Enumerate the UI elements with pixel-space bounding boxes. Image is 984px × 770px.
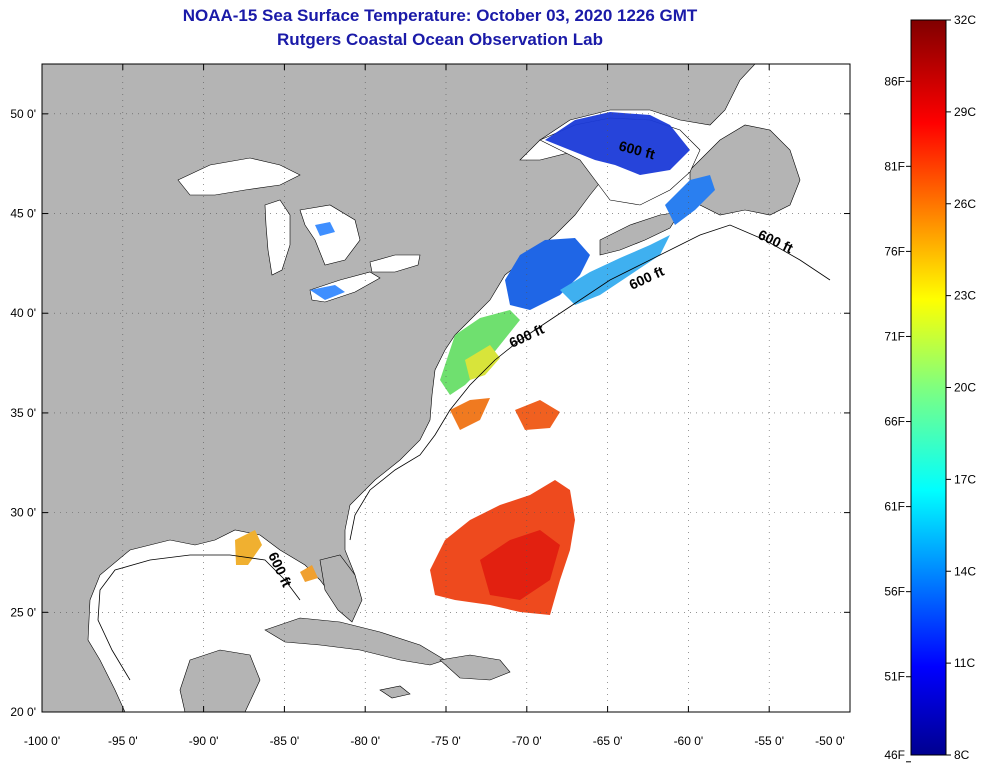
lon-tick-label: -70 0' xyxy=(512,734,542,748)
celsius-label: 14C xyxy=(954,564,976,578)
fahrenheit-label: 51F xyxy=(884,670,905,684)
sst-georges-bank xyxy=(560,235,670,305)
lat-axis: 50 0' 45 0' 40 0' 35 0' 30 0' 25 0' 20 0' xyxy=(10,107,850,719)
celsius-label: 20C xyxy=(954,381,976,395)
land-cuba xyxy=(264,617,446,666)
lon-tick-label: -80 0' xyxy=(350,734,380,748)
sst-data xyxy=(235,112,715,615)
isobath-600ft-gulf xyxy=(97,554,301,681)
fahrenheit-label: 71F xyxy=(884,329,905,343)
lon-axis: -100 0' -95 0' -90 0' -85 0' -80 0' -75 0' -70… xyxy=(24,64,851,748)
sst-gulf-of-mexico-patch xyxy=(235,530,262,565)
lat-tick-label: 40 0' xyxy=(10,306,36,320)
lon-tick-label: -65 0' xyxy=(593,734,623,748)
celsius-label: 17C xyxy=(954,472,976,486)
map-title: NOAA-15 Sea Surface Temperature: October… xyxy=(182,6,698,25)
lon-tick-label: -55 0' xyxy=(754,734,784,748)
sst-cape-hatteras xyxy=(450,398,490,430)
lat-tick-label: 35 0' xyxy=(10,406,36,420)
land-nova-scotia xyxy=(599,211,681,256)
fahrenheit-label: 66F xyxy=(884,415,905,429)
lat-tick-label: 50 0' xyxy=(10,107,36,121)
sst-newfoundland-shelf xyxy=(665,175,715,225)
sst-gulf-of-maine xyxy=(505,238,590,310)
lon-tick-label: -100 0' xyxy=(24,734,60,748)
land-florida xyxy=(319,554,363,623)
celsius-label: 29C xyxy=(954,105,976,119)
colorbar-gradient xyxy=(910,19,947,756)
sst-sargasso-hot xyxy=(480,530,560,600)
lon-tick-label: -95 0' xyxy=(108,734,138,748)
lat-tick-label: 45 0' xyxy=(10,207,36,221)
land-hispaniola xyxy=(439,654,511,681)
lon-tick-label: -60 0' xyxy=(674,734,704,748)
colorbar: 32C 29C 26C 23C 20C 17C 14C 11C 8C 86F 81F 76F 71F 66… xyxy=(884,13,976,763)
lat-tick-label: 20 0' xyxy=(10,705,36,719)
land-yucatan xyxy=(179,649,261,712)
fahrenheit-label: 76F xyxy=(884,244,905,258)
fahrenheit-label: 56F xyxy=(884,585,905,599)
sst-lake-huron-patch xyxy=(315,222,335,236)
celsius-label: 8C xyxy=(954,748,970,762)
fahrenheit-label: 46F xyxy=(884,748,905,762)
lake-michigan xyxy=(264,199,291,276)
lat-tick-label: 30 0' xyxy=(10,506,36,520)
fahrenheit-label: 81F xyxy=(884,159,905,173)
celsius-label: 23C xyxy=(954,289,976,303)
lake-superior xyxy=(177,157,301,196)
celsius-label: 26C xyxy=(954,197,976,211)
celsius-label: 32C xyxy=(954,13,976,27)
sst-great-lakes-patch xyxy=(310,285,345,300)
lat-tick-label: 25 0' xyxy=(10,605,36,619)
sst-st-lawrence xyxy=(545,112,690,175)
sst-mid-atlantic-warm xyxy=(465,345,500,380)
lon-tick-label: -75 0' xyxy=(431,734,461,748)
lon-tick-label: -85 0' xyxy=(270,734,300,748)
lake-huron xyxy=(299,204,361,266)
sst-florida-patch xyxy=(300,565,318,582)
land-jamaica xyxy=(379,685,411,699)
celsius-label: 11C xyxy=(954,656,975,670)
lon-tick-label: -50 0' xyxy=(815,734,845,748)
lake-ontario xyxy=(369,254,421,273)
sst-gulf-stream-patch xyxy=(515,400,560,430)
fahrenheit-label: 61F xyxy=(884,500,905,514)
lon-tick-label: -90 0' xyxy=(189,734,219,748)
land-north-america xyxy=(42,64,756,712)
fahrenheit-label: 86F xyxy=(884,74,905,88)
map-subtitle: Rutgers Coastal Ocean Observation Lab xyxy=(277,30,603,49)
isobath-600ft xyxy=(349,224,831,541)
